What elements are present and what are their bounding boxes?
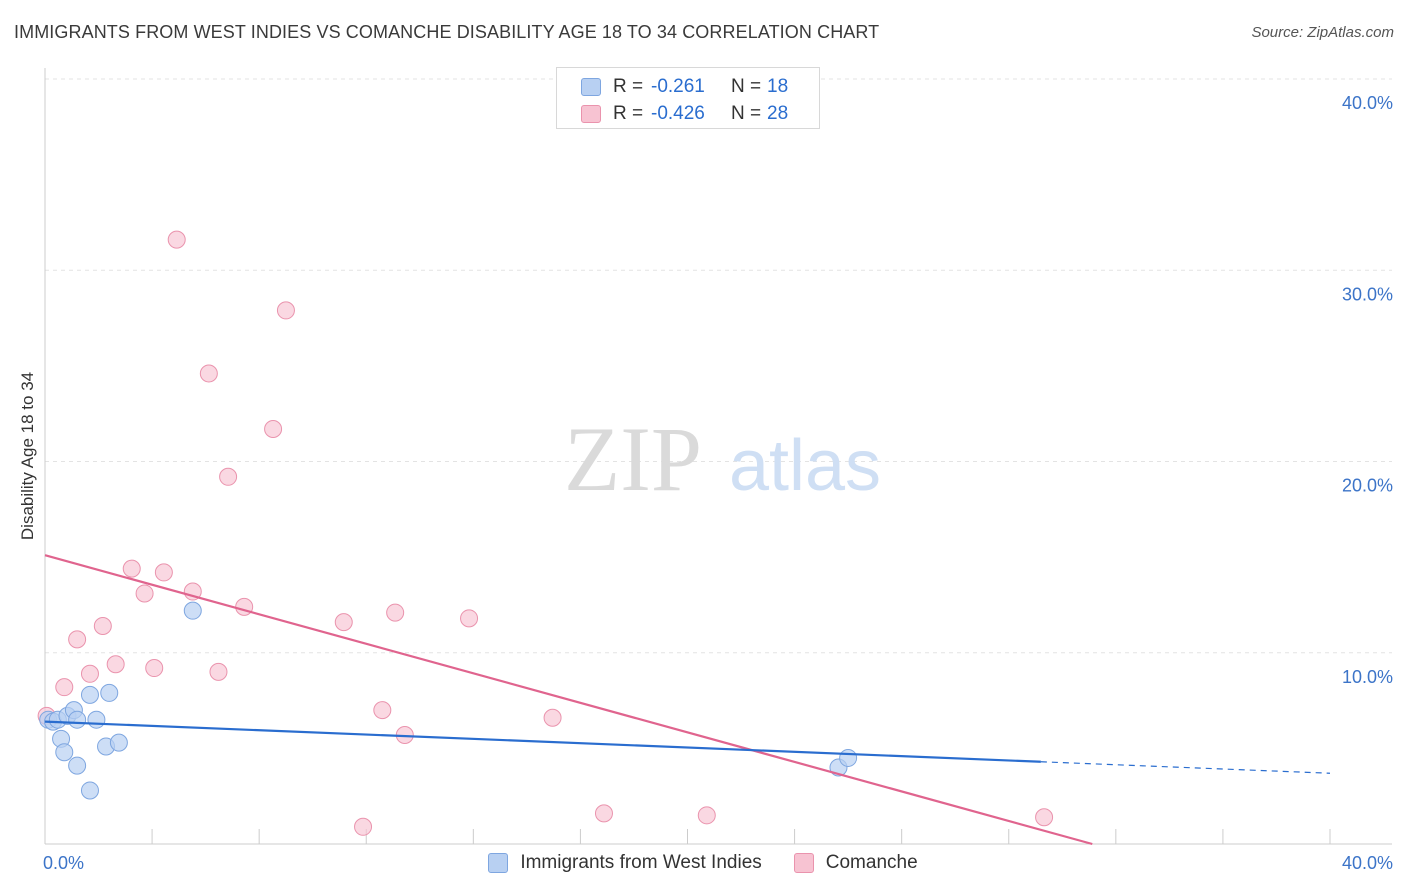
legend-n-value: 18: [767, 76, 789, 97]
west-indies-trend-extension: [1040, 761, 1331, 774]
west-indies-point: [68, 710, 87, 729]
watermark-atlas: atlas: [729, 426, 881, 506]
legend-row-west-indies: R = -0.261 N = 18: [581, 75, 788, 99]
legend-r-label: R =: [613, 103, 644, 124]
legend-swatch-blue: [488, 853, 509, 873]
west-indies-point: [68, 756, 87, 775]
comanche-point: [386, 603, 405, 622]
watermark-zip: ZIP: [564, 408, 702, 510]
comanche-point: [122, 559, 141, 578]
west-indies-points: [39, 601, 858, 800]
comanche-point: [80, 664, 99, 683]
legend-r-value: -0.426: [651, 103, 705, 124]
chart-source: Source: ZipAtlas.com: [1251, 24, 1394, 41]
legend-n-label: N =: [731, 76, 762, 97]
west-indies-point: [80, 781, 99, 800]
west-indies-point: [183, 601, 202, 620]
x-tick-label: 40.0%: [1342, 853, 1393, 873]
comanche-point: [697, 806, 716, 825]
legend-item-comanche: Comanche: [793, 852, 918, 874]
correlation-legend: R = -0.261 N = 18 R = -0.426 N = 28: [556, 67, 820, 129]
comanche-point: [543, 708, 562, 727]
comanche-point: [154, 563, 173, 582]
comanche-point: [219, 467, 238, 486]
comanche-trend-line: [44, 554, 1093, 846]
comanche-point: [135, 584, 154, 603]
west-indies-point: [87, 710, 106, 729]
legend-r-value: -0.261: [651, 76, 705, 97]
comanche-point: [106, 655, 125, 674]
comanche-point: [354, 817, 373, 836]
comanche-point: [594, 804, 613, 823]
west-indies-point: [839, 748, 858, 767]
legend-item-west-indies: Immigrants from West Indies: [488, 852, 762, 874]
comanche-point: [93, 616, 112, 635]
comanche-point: [145, 659, 164, 678]
west-indies-trend-line: [44, 720, 1041, 763]
comanche-point: [68, 630, 87, 649]
gridlines: [45, 78, 1392, 654]
legend-swatch-pink: [793, 853, 814, 873]
legend-n-value: 28: [767, 103, 789, 124]
comanche-point: [373, 701, 392, 720]
west-indies-point: [109, 733, 128, 752]
y-tick-label: 30.0%: [1342, 284, 1393, 304]
legend-label-comanche: Comanche: [825, 852, 918, 873]
y-tick-label: 10.0%: [1342, 667, 1393, 687]
comanche-point: [460, 609, 479, 628]
legend-swatch-blue: [581, 78, 601, 96]
comanche-point: [334, 613, 353, 632]
legend-row-comanche: R = -0.426 N = 28: [581, 102, 788, 126]
y-tick-label: 40.0%: [1342, 93, 1393, 113]
west-indies-point: [55, 743, 74, 762]
comanche-point: [276, 301, 295, 320]
comanche-point: [167, 230, 186, 249]
comanche-point: [264, 419, 283, 438]
series-legend: Immigrants from West Indies Comanche: [0, 852, 1406, 874]
comanche-point: [199, 364, 218, 383]
legend-swatch-pink: [581, 105, 601, 123]
comanche-point: [55, 678, 74, 697]
tick-labels: 10.0% 20.0% 30.0% 40.0% 0.0% 40.0%: [43, 93, 1393, 873]
trend-lines: [44, 554, 1331, 846]
legend-r-label: R =: [613, 76, 644, 97]
axes: [44, 68, 1392, 845]
legend-label-west-indies: Immigrants from West Indies: [520, 852, 762, 873]
west-indies-point: [100, 683, 119, 702]
legend-n-label: N =: [731, 103, 762, 124]
comanche-point: [1035, 808, 1054, 827]
x-tick-label: 0.0%: [43, 853, 84, 873]
west-indies-point: [80, 685, 99, 704]
comanche-point: [209, 662, 228, 681]
comanche-points: [37, 230, 1054, 836]
y-tick-label: 20.0%: [1342, 476, 1393, 496]
chart-title: IMMIGRANTS FROM WEST INDIES VS COMANCHE …: [14, 22, 880, 42]
